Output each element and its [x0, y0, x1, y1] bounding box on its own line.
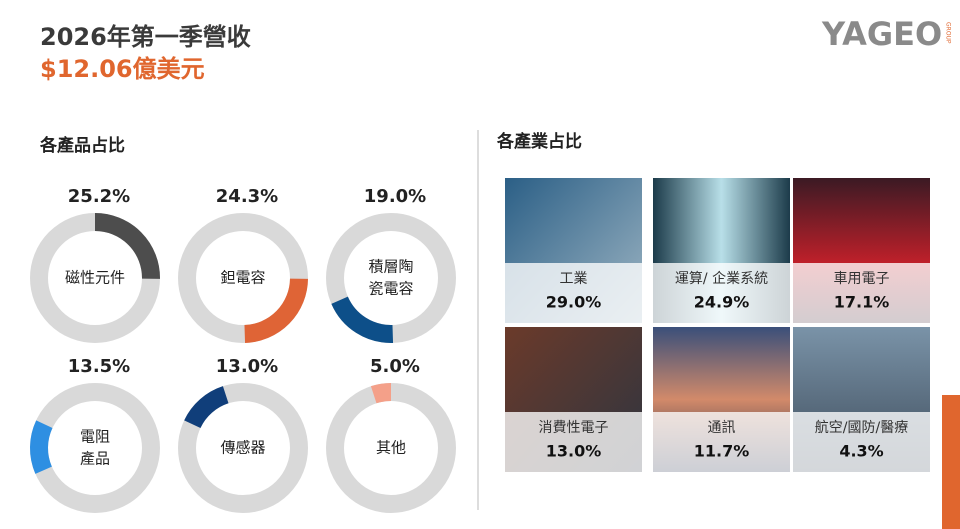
percent-label: 13.0% — [216, 356, 278, 377]
percent-label: 24.3% — [216, 186, 278, 207]
tile-share: 11.7% — [694, 442, 750, 461]
title: 2026年第一季營收 — [40, 23, 251, 51]
tile-share: 29.0% — [546, 293, 602, 312]
donut-track — [178, 213, 308, 343]
tile-label: 車用電子 — [834, 270, 890, 287]
tile-label: 航空/國防/醫療 — [815, 419, 908, 436]
tile-label: 運算/ 企業系統 — [675, 270, 768, 287]
percent-label: 13.5% — [68, 356, 130, 377]
donut-label: 磁性元件 — [65, 269, 125, 287]
donut-arc — [370, 383, 392, 404]
tile-overlay — [653, 263, 790, 323]
donut-track — [178, 383, 308, 513]
tile-overlay — [505, 412, 642, 472]
percent-label: 5.0% — [370, 356, 420, 377]
donut-label: 鉭電容 — [220, 269, 265, 287]
donut-track — [30, 383, 160, 513]
tile-overlay — [505, 263, 642, 323]
donut-label: 瓷電容 — [368, 280, 413, 298]
tile-overlay — [793, 412, 930, 472]
logo-sub: GROUP — [945, 22, 952, 44]
tile-share: 17.1% — [834, 293, 890, 312]
section-title: 各產品占比 — [39, 135, 125, 156]
donut-label: 產品 — [80, 450, 110, 468]
donut-label: 積層陶 — [368, 258, 413, 276]
tile-share: 4.3% — [839, 442, 883, 461]
section-title: 各產業占比 — [496, 131, 582, 152]
logo: YAGEO — [821, 15, 942, 53]
percent-label: 19.0% — [364, 186, 426, 207]
tile-share: 24.9% — [694, 293, 750, 312]
donut-arc — [30, 420, 53, 474]
donut-arc — [331, 296, 394, 343]
revenue: $12.06億美元 — [40, 55, 205, 83]
donut-arc — [184, 386, 229, 429]
donut-arc — [244, 278, 308, 343]
tile-overlay — [793, 263, 930, 323]
tile-share: 13.0% — [546, 442, 602, 461]
percent-label: 25.2% — [68, 186, 130, 207]
donut-arc — [94, 213, 160, 279]
donut-label: 傳感器 — [220, 439, 265, 457]
donut-label: 其他 — [376, 439, 406, 457]
tile-overlay — [653, 412, 790, 472]
tile-label: 通訊 — [708, 420, 736, 436]
accent-bar — [942, 395, 960, 529]
donut-label: 電阻 — [80, 428, 110, 446]
tile-label: 消費性電子 — [539, 420, 609, 436]
tile-label: 工業 — [560, 271, 588, 287]
